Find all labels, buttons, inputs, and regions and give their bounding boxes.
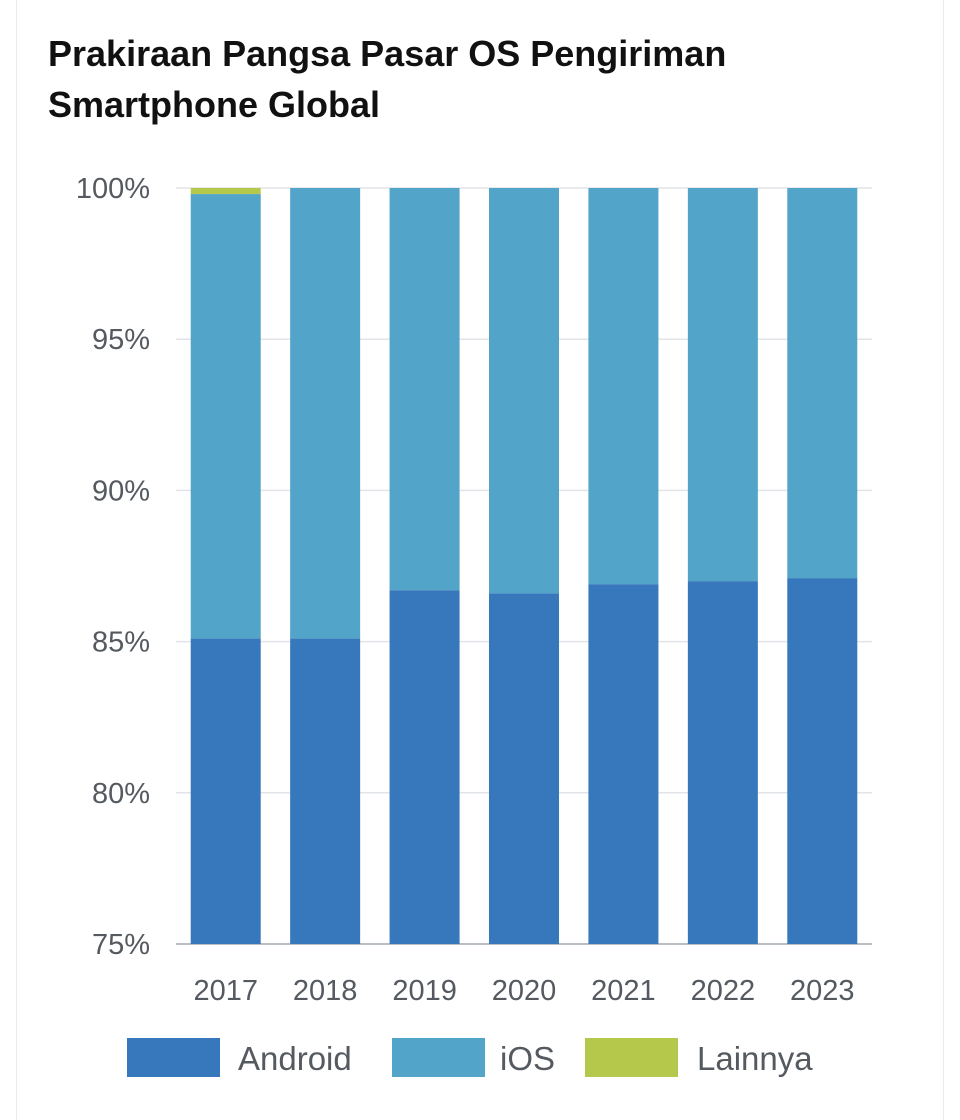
y-tick-label: 85% (92, 627, 150, 659)
x-tick-label: 2019 (392, 975, 457, 1007)
bar-ios-2023 (787, 188, 858, 579)
x-tick-label: 2020 (492, 975, 557, 1007)
legend: Android iOS Lainnya (0, 1020, 960, 1100)
y-axis-ticks: 100% 95% 90% 85% 80% 75% (76, 173, 150, 961)
chart-title: Prakiraan Pangsa Pasar OS Pengiriman Sma… (48, 33, 727, 125)
legend-swatch-lainnya (585, 1038, 678, 1077)
stacked-bar-chart: 100% 95% 90% 85% 80% 75% 2017 2018 2019 2020 2021… (76, 173, 872, 1007)
legend-label-ios: iOS (500, 1040, 556, 1077)
legend-label-android: Android (238, 1040, 352, 1077)
y-tick-label: 95% (92, 324, 150, 356)
x-tick-label: 2017 (193, 975, 258, 1007)
bar-android-2018 (290, 638, 361, 944)
y-tick-label: 100% (76, 173, 150, 205)
legend-label-lainnya: Lainnya (697, 1040, 813, 1077)
y-tick-label: 75% (92, 929, 150, 961)
bar-android-2019 (389, 590, 460, 944)
x-tick-label: 2021 (591, 975, 656, 1007)
x-tick-label: 2023 (790, 975, 855, 1007)
x-axis-ticks: 2017 2018 2019 2020 2021 2022 2023 (193, 975, 854, 1007)
bar-lainnya-2017 (190, 188, 261, 195)
bar-android-2023 (787, 578, 858, 944)
bar-android-2021 (588, 584, 659, 944)
legend-swatch-ios (392, 1038, 485, 1077)
bar-ios-2018 (290, 188, 361, 639)
bar-ios-2017 (190, 194, 261, 639)
bar-ios-2022 (687, 188, 758, 582)
bars (190, 188, 858, 944)
bar-ios-2021 (588, 188, 659, 585)
y-tick-label: 90% (92, 475, 150, 507)
bar-android-2022 (687, 581, 758, 944)
bar-ios-2019 (389, 188, 460, 591)
y-tick-label: 80% (92, 778, 150, 810)
bar-ios-2020 (489, 188, 559, 594)
x-tick-label: 2022 (691, 975, 756, 1007)
bar-android-2017 (190, 638, 261, 944)
bar-android-2020 (489, 593, 559, 944)
legend-swatch-android (127, 1038, 220, 1077)
x-tick-label: 2018 (293, 975, 358, 1007)
